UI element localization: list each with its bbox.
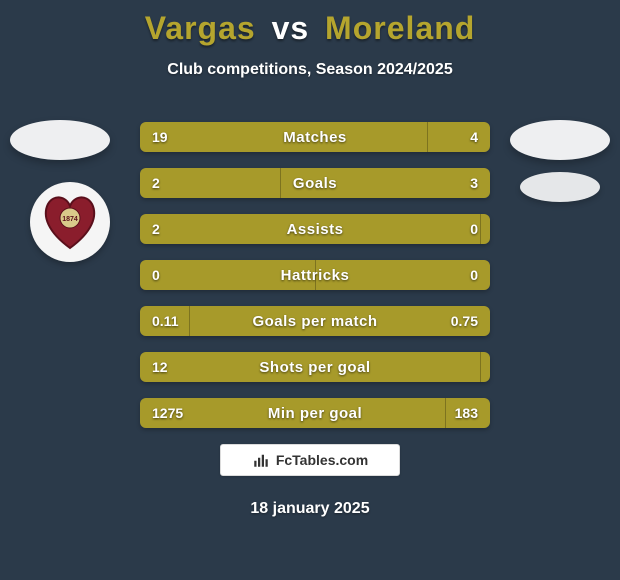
team-logo-right-secondary [520,172,600,202]
bar-row: 20Assists [140,214,490,244]
bar-row: 23Goals [140,168,490,198]
club-crest: 1874 [30,182,110,262]
comparison-bars: 194Matches 23Goals 20Assists 00Hattricks 0.1… [140,122,490,444]
bar-row: 1275183Min per goal [140,398,490,428]
bar-label: Min per goal [140,398,490,428]
bar-label: Matches [140,122,490,152]
title-vs: vs [272,10,310,46]
subtitle: Club competitions, Season 2024/2025 [0,61,620,79]
brand-badge[interactable]: FcTables.com [220,444,400,476]
bar-row: 00Hattricks [140,260,490,290]
title-player2: Moreland [325,10,475,46]
crest-year: 1874 [62,216,78,223]
page-title: Vargas vs Moreland [0,0,620,47]
bar-row: 0.110.75Goals per match [140,306,490,336]
chart-icon [252,451,270,469]
heart-crest-icon: 1874 [38,190,102,254]
title-player1: Vargas [145,10,256,46]
bar-label: Goals [140,168,490,198]
bar-row: 194Matches [140,122,490,152]
brand-text: FcTables.com [276,452,368,468]
bar-row: 12Shots per goal [140,352,490,382]
comparison-infographic: Vargas vs Moreland Club competitions, Se… [0,0,620,580]
date-text: 18 january 2025 [0,500,620,518]
bar-label: Shots per goal [140,352,490,382]
bar-label: Goals per match [140,306,490,336]
team-logo-left [10,120,110,160]
bar-label: Hattricks [140,260,490,290]
bar-label: Assists [140,214,490,244]
team-logo-right [510,120,610,160]
